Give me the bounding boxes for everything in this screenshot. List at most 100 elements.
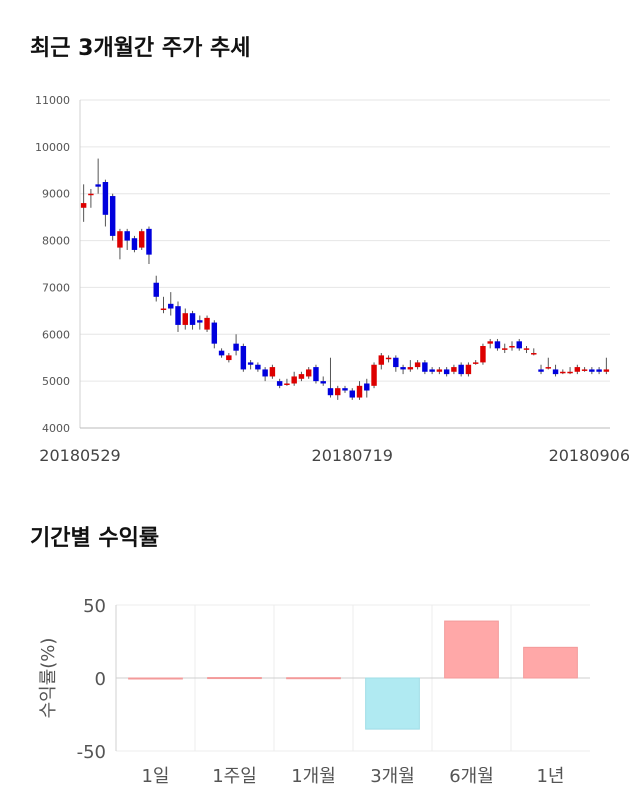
y-tick-label: 6000 <box>42 328 70 341</box>
candle-body <box>414 362 421 368</box>
return-bar <box>523 646 578 679</box>
candle-body <box>168 303 174 309</box>
candle-body <box>364 383 370 391</box>
stock-trend-title: 최근 3개월간 주가 추세 <box>30 36 251 61</box>
candle-body <box>269 367 276 377</box>
y-tick-label: 10000 <box>35 141 70 154</box>
candle-body <box>298 374 305 379</box>
candle-body <box>342 388 348 391</box>
candle-body <box>472 362 479 364</box>
candle-body <box>429 369 435 372</box>
candle-body <box>603 369 610 372</box>
candle-body <box>240 346 247 370</box>
candle-body <box>574 367 581 372</box>
candle-body <box>124 231 130 241</box>
candle-body <box>371 364 377 386</box>
candle-body <box>255 364 261 370</box>
x-tick-label: 3개월 <box>370 766 415 787</box>
candle-body <box>109 196 116 236</box>
candle-body <box>487 341 493 344</box>
candle-body <box>451 367 457 372</box>
candle-body <box>233 343 239 351</box>
candle-body <box>335 388 341 396</box>
candle-body <box>175 306 181 325</box>
candle-body <box>226 355 232 361</box>
candle-body <box>596 369 602 372</box>
candle-body <box>378 355 385 365</box>
candle-body <box>117 231 123 248</box>
return-bar <box>444 620 499 679</box>
candle-body <box>320 381 326 384</box>
candle-body <box>88 193 94 196</box>
candle-body <box>327 388 334 396</box>
candle-body <box>197 320 203 323</box>
candle-body <box>146 228 152 255</box>
y-tick-label: 0 <box>95 669 106 690</box>
y-tick-label: 50 <box>83 596 106 617</box>
candle-body <box>211 322 218 344</box>
candle-body <box>204 317 210 330</box>
candle-body <box>189 313 196 325</box>
return-bar <box>286 677 341 680</box>
candle-body <box>443 369 450 375</box>
x-tick-label: 1년 <box>536 766 564 787</box>
candle-body <box>349 390 355 398</box>
candle-body <box>102 182 109 215</box>
candle-body <box>182 313 188 325</box>
candle-body <box>138 231 145 248</box>
candle-body <box>465 364 472 375</box>
candle-body <box>480 346 486 363</box>
candle-body <box>523 348 530 350</box>
candle-body <box>531 353 537 355</box>
y-tick-label: -50 <box>77 742 106 763</box>
candle-body <box>80 203 87 208</box>
y-tick-label: 8000 <box>42 235 70 248</box>
candle-body <box>407 367 414 370</box>
candle-body <box>422 362 428 372</box>
candle-body <box>509 346 515 348</box>
candle-body <box>356 385 363 398</box>
candle-body <box>305 369 312 377</box>
candle-body <box>385 357 392 360</box>
candle-body <box>560 371 566 374</box>
y-tick-label: 7000 <box>42 281 70 294</box>
return-bar <box>207 677 262 680</box>
candle-body <box>502 348 508 350</box>
candle-body <box>567 371 573 374</box>
candle-body <box>262 369 268 377</box>
candle-body <box>218 350 225 356</box>
candle-body <box>538 369 544 372</box>
return-bar <box>128 677 183 680</box>
candle-body <box>291 376 297 384</box>
candle-body <box>516 341 522 349</box>
candle-body <box>545 367 552 369</box>
x-tick-label: 20180906 <box>549 446 630 465</box>
x-tick-label: 6개월 <box>449 766 494 787</box>
period-return-title: 기간별 수익률 <box>30 526 160 551</box>
y-axis-title: 수익률(%) <box>38 638 59 719</box>
candle-body <box>95 184 101 187</box>
candle-body <box>284 383 290 385</box>
x-tick-label: 1주일 <box>212 766 257 787</box>
candle-body <box>247 362 254 365</box>
x-tick-label: 1일 <box>141 766 169 787</box>
candle-body <box>589 369 595 372</box>
x-tick-label: 20180719 <box>312 446 393 465</box>
y-tick-label: 11000 <box>35 94 70 107</box>
x-tick-label: 20180529 <box>39 446 120 465</box>
candle-body <box>153 282 159 297</box>
candle-body <box>436 369 443 372</box>
candlestick-chart: 11000 10000 9000 8000 7000 6000 5000 4000 201805… <box>35 94 630 465</box>
candle-body <box>581 369 588 371</box>
candle-body <box>131 238 138 250</box>
candle-body <box>393 357 399 368</box>
candle-body <box>400 367 406 370</box>
candle-body <box>494 341 501 349</box>
candle-body <box>552 369 559 375</box>
candle-body <box>276 381 283 386</box>
candle-body <box>458 364 464 375</box>
candle-body <box>313 367 319 382</box>
return-bar <box>365 677 420 730</box>
y-tick-label: 5000 <box>42 375 70 388</box>
